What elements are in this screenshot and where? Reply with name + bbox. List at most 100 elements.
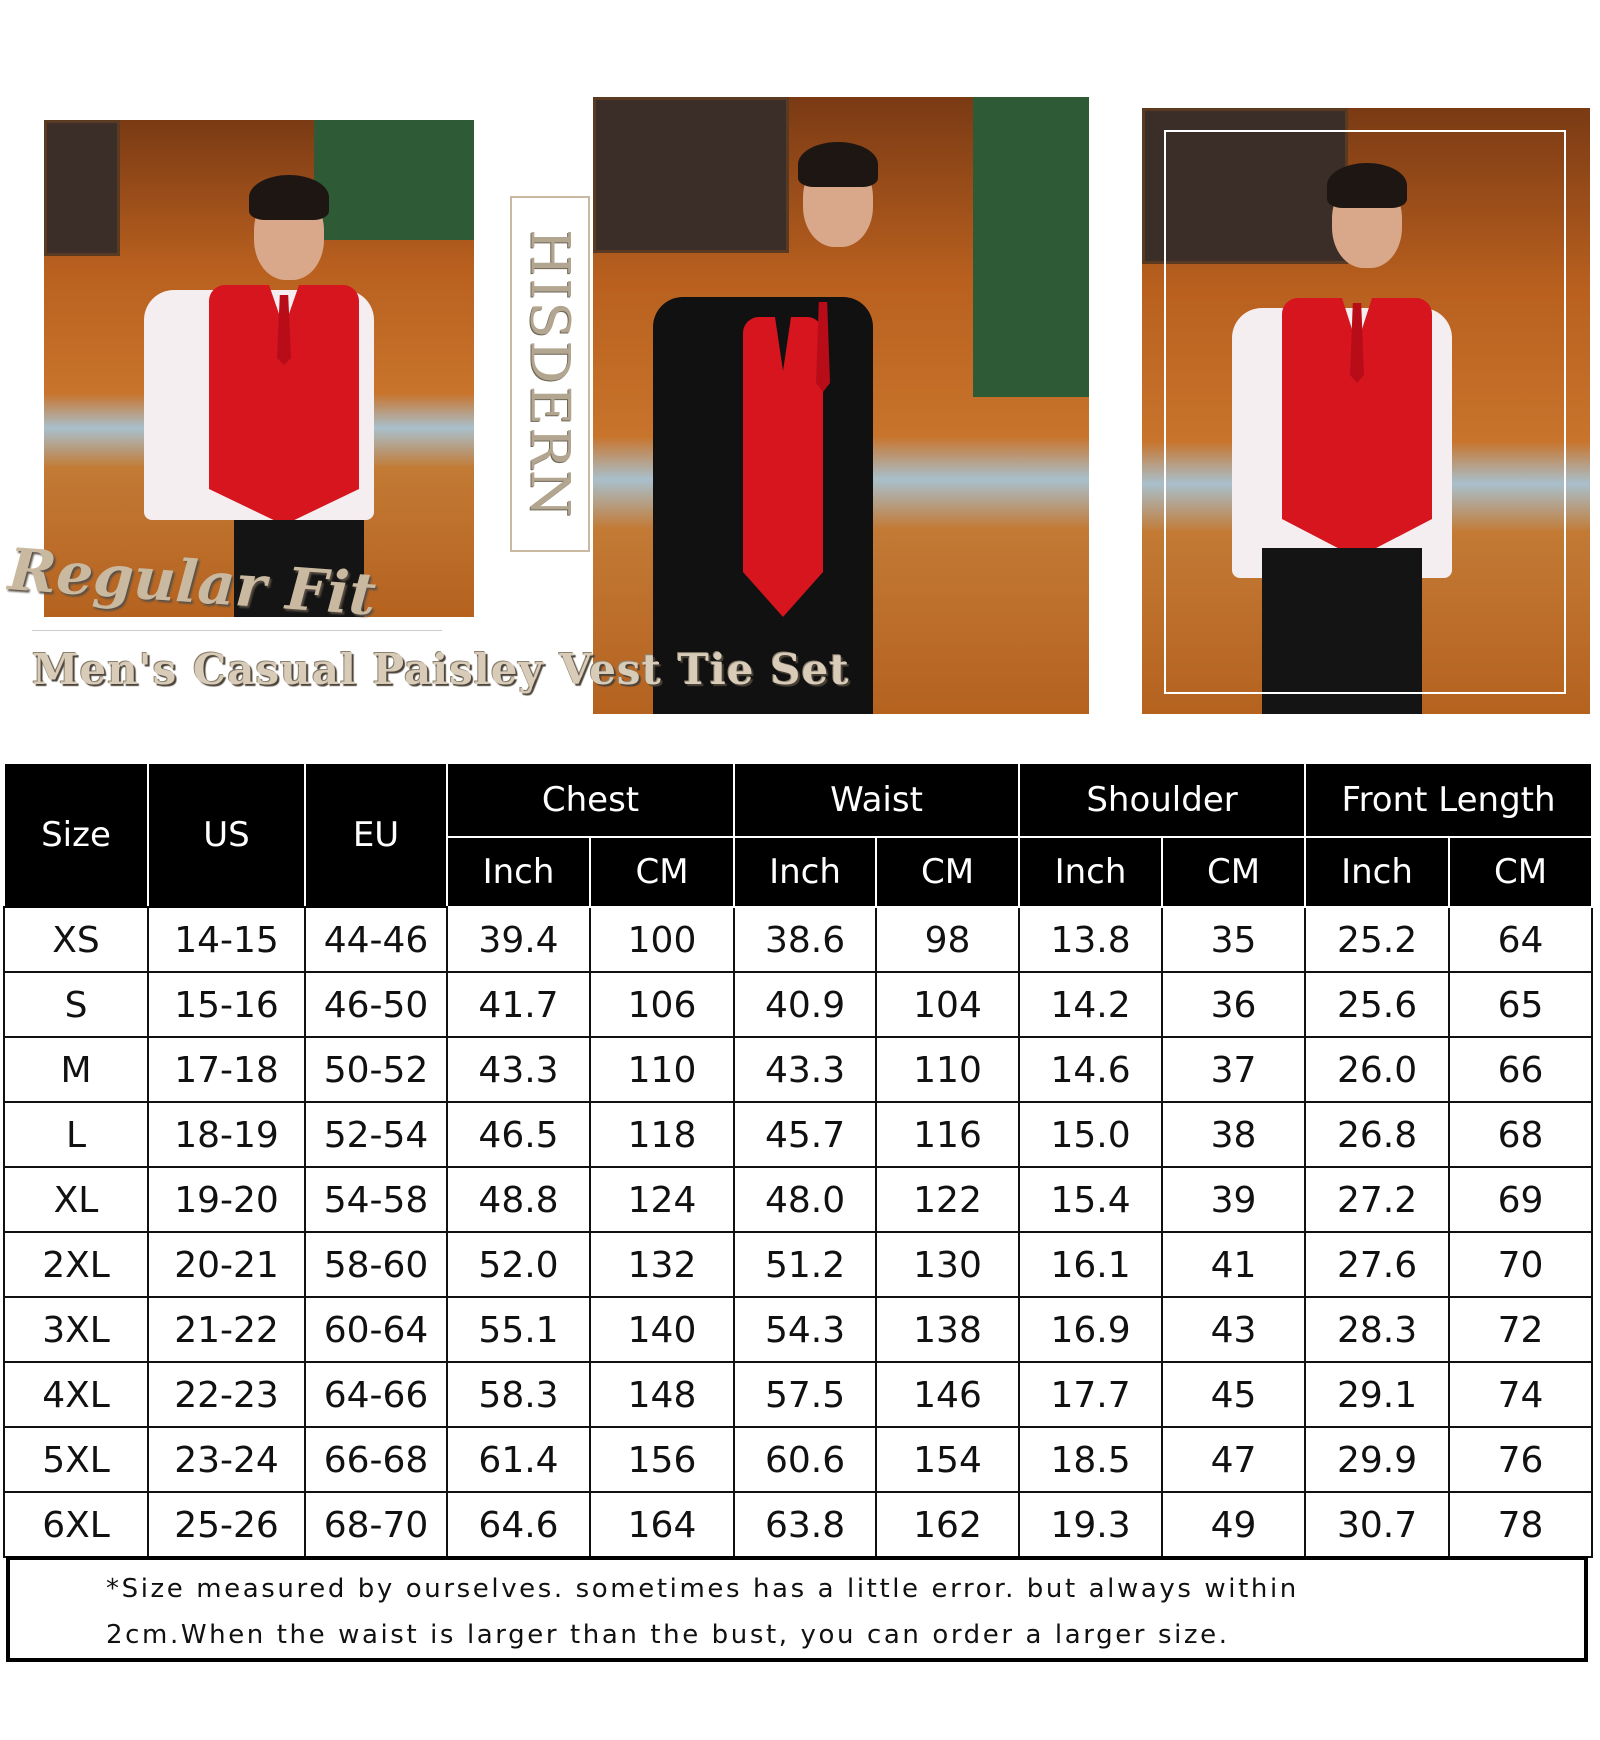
table-cell: 16.9: [1018, 1296, 1164, 1363]
table-cell: 40.9: [733, 971, 878, 1038]
table-cell: 15.0: [1018, 1101, 1164, 1168]
table-cell: 43.3: [733, 1036, 878, 1103]
table-cell: 51.2: [733, 1231, 878, 1298]
header-unit-cm: CM: [1161, 836, 1307, 908]
table-cell: 154: [875, 1426, 1021, 1493]
table-cell: 25.6: [1304, 971, 1451, 1038]
table-cell: 4XL: [3, 1361, 149, 1428]
header-unit-cm: CM: [588, 836, 736, 908]
note-line-2: 2cm.When the waist is larger than the bu…: [106, 1620, 1230, 1650]
table-cell: 46.5: [446, 1101, 591, 1168]
table-row: 5XL 23-24 66-68 61.4 156 60.6 154 18.5 47 29.9 76: [3, 1426, 1594, 1493]
table-cell: 23-24: [147, 1426, 306, 1493]
note-line-1: *Size measured by ourselves. sometimes h…: [106, 1574, 1299, 1604]
table-cell: 41: [1161, 1231, 1307, 1298]
table-cell: 66-68: [304, 1426, 448, 1493]
header-unit-inch: Inch: [1018, 836, 1164, 908]
table-cell: 21-22: [147, 1296, 306, 1363]
table-cell: 39.4: [446, 906, 591, 973]
table-cell: 138: [875, 1296, 1021, 1363]
table-cell: 25.2: [1304, 906, 1451, 973]
table-cell: 3XL: [3, 1296, 149, 1363]
table-cell: 156: [588, 1426, 736, 1493]
table-cell: 110: [588, 1036, 736, 1103]
table-cell: 13.8: [1018, 906, 1164, 973]
table-cell: 98: [875, 906, 1021, 973]
product-title: Men's Casual Paisley Vest Tie Set: [32, 645, 850, 694]
model-photo-center: [593, 97, 1089, 714]
model-photo-right: [1142, 108, 1590, 714]
table-cell: 38.6: [733, 906, 878, 973]
table-cell: 70: [1448, 1231, 1594, 1298]
table-row: 4XL 22-23 64-66 58.3 148 57.5 146 17.7 45 29.1 74: [3, 1361, 1594, 1428]
header-us: US: [147, 762, 306, 908]
header-unit-cm: CM: [1448, 836, 1594, 908]
table-cell: 104: [875, 971, 1021, 1038]
table-cell: 6XL: [3, 1491, 149, 1558]
header-front-length: Front Length: [1304, 762, 1594, 838]
table-cell: 2XL: [3, 1231, 149, 1298]
table-cell: 57.5: [733, 1361, 878, 1428]
header-size: Size: [3, 762, 149, 908]
table-cell: 15.4: [1018, 1166, 1164, 1233]
table-row: L 18-19 52-54 46.5 118 45.7 116 15.0 38 26.8 68: [3, 1101, 1594, 1168]
table-cell: 146: [875, 1361, 1021, 1428]
table-cell: 164: [588, 1491, 736, 1558]
table-row: 2XL 20-21 58-60 52.0 132 51.2 130 16.1 41 27.6 70: [3, 1231, 1594, 1298]
table-cell: 52-54: [304, 1101, 448, 1168]
table-cell: 14.6: [1018, 1036, 1164, 1103]
table-cell: 69: [1448, 1166, 1594, 1233]
table-cell: 55.1: [446, 1296, 591, 1363]
table-cell: 46-50: [304, 971, 448, 1038]
table-cell: 37: [1161, 1036, 1307, 1103]
table-cell: 68-70: [304, 1491, 448, 1558]
table-cell: 22-23: [147, 1361, 306, 1428]
table-cell: 28.3: [1304, 1296, 1451, 1363]
table-cell: 140: [588, 1296, 736, 1363]
table-cell: L: [3, 1101, 149, 1168]
table-cell: 47: [1161, 1426, 1307, 1493]
table-cell: 15-16: [147, 971, 306, 1038]
size-note: *Size measured by ourselves. sometimes h…: [6, 1556, 1588, 1662]
table-cell: 132: [588, 1231, 736, 1298]
table-cell: 74: [1448, 1361, 1594, 1428]
table-cell: 118: [588, 1101, 736, 1168]
table-row: 3XL 21-22 60-64 55.1 140 54.3 138 16.9 43 28.3 72: [3, 1296, 1594, 1363]
header-unit-inch: Inch: [1304, 836, 1451, 908]
table-cell: 52.0: [446, 1231, 591, 1298]
table-cell: 64: [1448, 906, 1594, 973]
table-cell: 5XL: [3, 1426, 149, 1493]
table-cell: 54.3: [733, 1296, 878, 1363]
table-cell: 78: [1448, 1491, 1594, 1558]
table-cell: 48.8: [446, 1166, 591, 1233]
table-cell: 25-26: [147, 1491, 306, 1558]
table-cell: 43.3: [446, 1036, 591, 1103]
table-cell: 72: [1448, 1296, 1594, 1363]
table-row: S 15-16 46-50 41.7 106 40.9 104 14.2 36 25.6 65: [3, 971, 1594, 1038]
header-unit-inch: Inch: [733, 836, 878, 908]
table-cell: 68: [1448, 1101, 1594, 1168]
table-cell: 14.2: [1018, 971, 1164, 1038]
model-photo-left: [44, 120, 474, 617]
table-cell: 58.3: [446, 1361, 591, 1428]
table-cell: 148: [588, 1361, 736, 1428]
table-cell: 122: [875, 1166, 1021, 1233]
table-cell: 17.7: [1018, 1361, 1164, 1428]
table-cell: 106: [588, 971, 736, 1038]
table-cell: 48.0: [733, 1166, 878, 1233]
table-row: M 17-18 50-52 43.3 110 43.3 110 14.6 37 26.0 66: [3, 1036, 1594, 1103]
table-cell: XS: [3, 906, 149, 973]
table-cell: 60-64: [304, 1296, 448, 1363]
table-cell: 36: [1161, 971, 1307, 1038]
table-cell: 124: [588, 1166, 736, 1233]
table-cell: 66: [1448, 1036, 1594, 1103]
table-cell: 49: [1161, 1491, 1307, 1558]
header-chest: Chest: [445, 762, 736, 838]
table-cell: 35: [1161, 906, 1307, 973]
table-cell: 30.7: [1304, 1491, 1451, 1558]
table-cell: 29.1: [1304, 1361, 1451, 1428]
table-cell: 76: [1448, 1426, 1594, 1493]
table-cell: 50-52: [304, 1036, 448, 1103]
table-cell: 14-15: [147, 906, 306, 973]
table-cell: S: [3, 971, 149, 1038]
